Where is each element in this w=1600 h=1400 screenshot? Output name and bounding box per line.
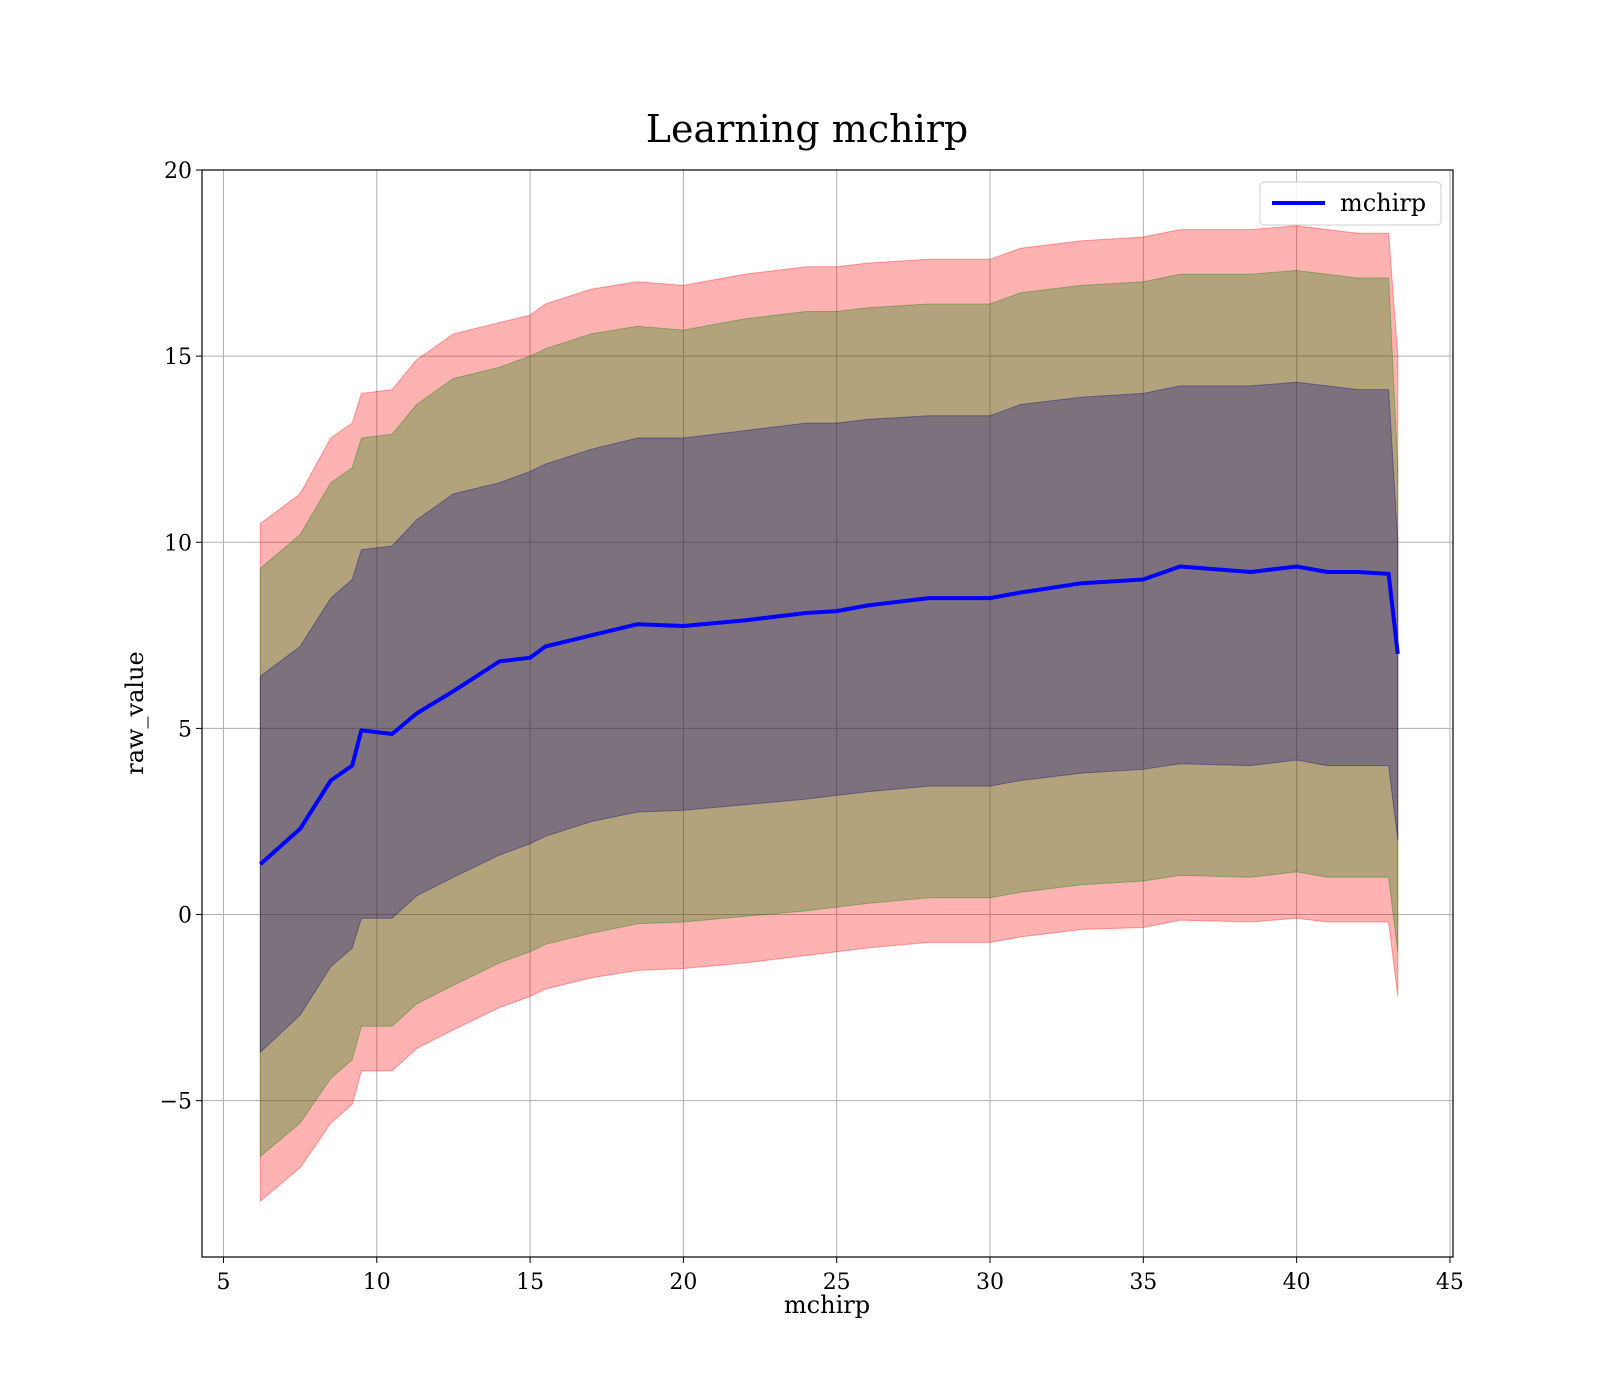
chart-title: Learning mchirp <box>646 107 968 151</box>
legend: mchirp <box>1259 181 1442 226</box>
y-tick-label: 15 <box>164 345 192 370</box>
x-tick-label: 35 <box>1129 1270 1157 1295</box>
uncertainty-band-3 <box>259 381 1399 1054</box>
series-line-mchirp <box>258 564 1400 866</box>
bands <box>259 225 1399 1203</box>
x-tick-label: 45 <box>1436 1270 1464 1295</box>
y-ticks: −5 0 5 10 15 20 <box>160 159 202 1115</box>
y-tick-label: −5 <box>160 1090 192 1115</box>
y-tick-label: 10 <box>164 531 192 556</box>
grid <box>202 169 1453 1257</box>
y-axis-label: raw_value <box>121 651 149 775</box>
x-tick-label: 5 <box>216 1270 230 1295</box>
x-tick-label: 40 <box>1283 1270 1311 1295</box>
x-tick-label: 10 <box>363 1270 391 1295</box>
plot-frame <box>201 169 1454 1258</box>
uncertainty-band-2 <box>259 269 1399 1158</box>
x-tick-label: 30 <box>976 1270 1004 1295</box>
legend-box <box>1259 181 1442 226</box>
y-tick-label: 20 <box>164 159 192 184</box>
x-tick-label: 25 <box>823 1270 851 1295</box>
x-axis-label: mchirp <box>784 1291 870 1319</box>
x-tick-label: 20 <box>669 1270 697 1295</box>
y-tick-label: 0 <box>178 904 192 929</box>
x-ticks: 5 10 15 20 25 30 35 40 45 <box>216 1257 1464 1295</box>
legend-label: mchirp <box>1340 189 1426 217</box>
x-tick-label: 15 <box>516 1270 544 1295</box>
uncertainty-band-1 <box>259 225 1399 1203</box>
series-lines <box>258 564 1400 866</box>
y-tick-label: 5 <box>178 717 192 742</box>
